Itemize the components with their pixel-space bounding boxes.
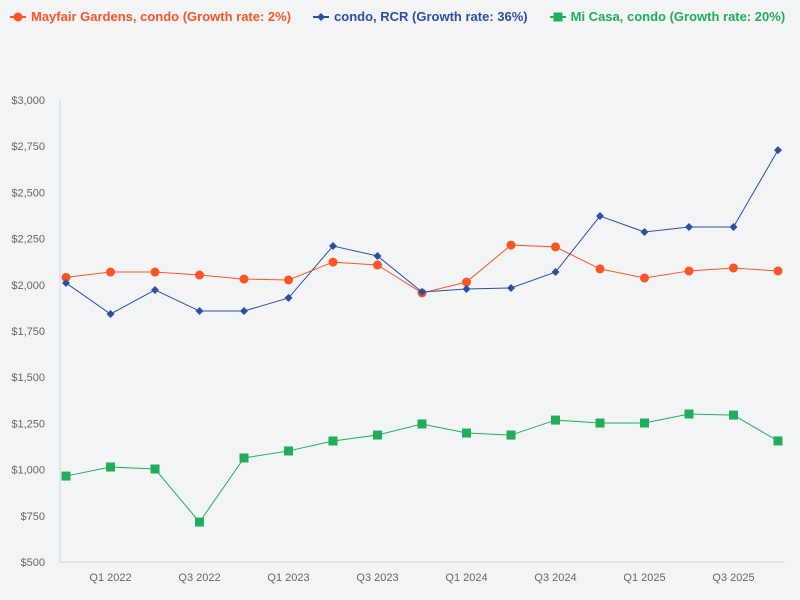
diamond-marker-icon <box>313 12 330 21</box>
data-point <box>462 277 471 287</box>
data-point <box>685 222 693 231</box>
square-marker-icon <box>549 12 566 21</box>
data-point <box>329 241 337 250</box>
series-line <box>65 413 779 523</box>
data-point <box>373 260 382 270</box>
x-tick-label: Q1 2023 <box>267 572 309 584</box>
series-1 <box>62 146 782 318</box>
y-tick-label: $3,000 <box>11 95 45 107</box>
data-point <box>240 307 248 316</box>
legend: Mayfair Gardens, condo (Growth rate: 2%)… <box>10 9 785 24</box>
x-tick-label: Q3 2023 <box>356 572 398 584</box>
data-point <box>373 251 382 260</box>
y-tick-label: $500 <box>21 557 45 569</box>
data-point <box>417 419 427 429</box>
data-point <box>284 293 293 302</box>
data-point <box>640 273 649 283</box>
y-tick-label: $1,000 <box>11 465 45 477</box>
legend-marker <box>13 12 23 21</box>
legend-marker <box>553 12 563 21</box>
legend-label: Mayfair Gardens, condo (Growth rate: 2%) <box>31 9 292 24</box>
x-tick-label: Q3 2024 <box>534 572 576 584</box>
y-tick-label: $1,500 <box>11 372 45 384</box>
x-tick-label: Q1 2022 <box>89 572 131 584</box>
data-point <box>506 240 516 250</box>
data-point <box>61 272 71 282</box>
data-point <box>373 430 382 440</box>
legend-marker <box>317 12 326 21</box>
data-point <box>507 283 515 292</box>
data-point <box>462 285 471 294</box>
data-point <box>239 453 249 463</box>
y-tick-label: $2,500 <box>11 187 45 199</box>
data-point <box>195 270 204 280</box>
data-point <box>62 278 70 287</box>
data-point <box>595 264 605 274</box>
data-point <box>729 222 738 231</box>
data-point <box>684 409 694 419</box>
legend-label: Mi Casa, condo (Growth rate: 20%) <box>570 9 786 24</box>
data-point <box>61 471 71 481</box>
data-point <box>773 266 783 276</box>
data-point <box>195 517 204 527</box>
legend-item[interactable]: Mi Casa, condo (Growth rate: 20%) <box>549 9 786 24</box>
data-point <box>596 212 604 221</box>
data-point <box>729 263 738 273</box>
data-point <box>328 257 338 267</box>
data-point <box>640 227 649 236</box>
y-tick-label: $1,250 <box>11 418 45 430</box>
data-point <box>774 146 782 155</box>
data-point <box>551 242 560 252</box>
circle-marker-icon <box>10 12 26 21</box>
data-point <box>239 274 249 284</box>
data-point <box>506 430 516 440</box>
data-point <box>284 275 293 285</box>
data-point <box>418 288 426 297</box>
legend-label: condo, RCR (Growth rate: 36%) <box>334 9 528 24</box>
data-point <box>195 307 204 316</box>
x-tick-label: Q3 2025 <box>712 572 754 584</box>
series-2 <box>61 409 783 527</box>
data-point <box>150 267 160 277</box>
data-point <box>106 309 115 318</box>
series-line <box>65 244 779 294</box>
y-tick-label: $2,000 <box>11 280 45 292</box>
data-point <box>328 436 338 446</box>
data-point <box>106 267 115 277</box>
data-point <box>773 436 783 446</box>
data-point <box>284 446 293 456</box>
y-tick-label: $2,750 <box>11 141 45 153</box>
data-point <box>462 428 471 438</box>
y-tick-label: $750 <box>21 511 45 523</box>
data-point <box>729 410 738 420</box>
y-tick-label: $1,750 <box>11 326 45 338</box>
x-tick-label: Q1 2024 <box>445 572 487 584</box>
x-tick-label: Q3 2022 <box>178 572 220 584</box>
data-point <box>684 266 694 276</box>
data-point <box>595 418 605 428</box>
x-tick-label: Q1 2025 <box>623 572 665 584</box>
legend-item[interactable]: Mayfair Gardens, condo (Growth rate: 2%) <box>10 9 291 24</box>
data-point <box>151 285 159 294</box>
legend-item[interactable]: condo, RCR (Growth rate: 36%) <box>313 9 528 24</box>
data-point <box>551 415 560 425</box>
data-point <box>150 464 160 474</box>
data-point <box>106 462 115 472</box>
data-point <box>640 418 649 428</box>
y-tick-label: $2,250 <box>11 234 45 246</box>
data-point <box>551 268 560 277</box>
